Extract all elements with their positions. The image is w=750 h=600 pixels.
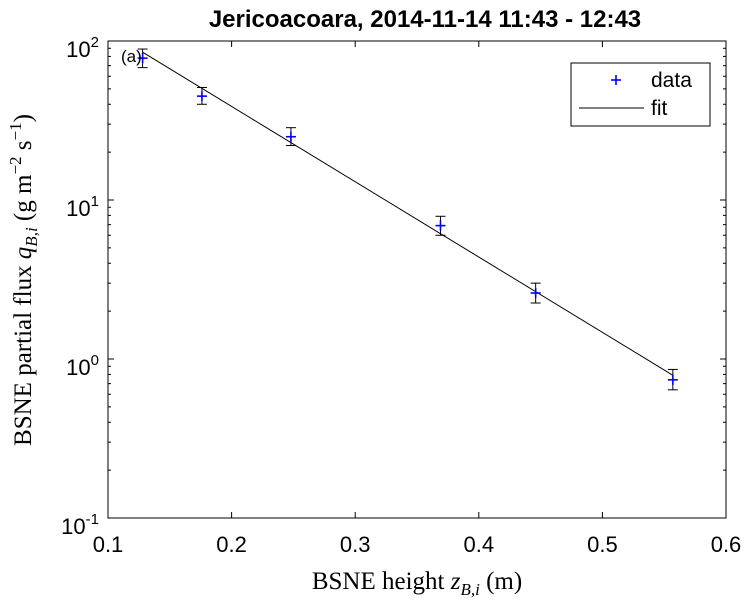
legend: data fit [570,62,711,127]
y-tick-label: 102 [66,34,99,62]
x-tick-label: 0.1 [93,532,124,557]
legend-data-marker [611,75,621,85]
x-axis-label: BSNE height zB,i (m) [312,568,522,599]
y-tick-label: 101 [66,193,99,221]
data-point [435,215,446,236]
legend-data-label: data [651,69,692,92]
data-point [137,48,148,69]
y-tick-label: 100 [66,352,99,380]
y-axis: 10-1 100 101 102 [61,34,726,539]
chart-title: Jericoacoara, 2014-11-14 11:43 - 12:43 [209,6,641,33]
plot-frame [107,40,727,519]
panel-label: (a) [121,47,142,66]
y-axis-label: BSNE partial flux qB,i (g m−2 s−1) [6,114,41,446]
x-tick-label: 0.5 [587,532,618,557]
data-point [285,127,296,147]
data-point [667,368,678,391]
data-point [530,282,541,304]
x-tick-label: 0.4 [464,532,495,557]
x-tick-label: 0.3 [340,532,371,557]
x-tick-label: 0.2 [216,532,247,557]
legend-fit-label: fit [651,97,668,120]
data-points [137,48,678,391]
x-tick-label: 0.6 [711,532,742,557]
data-point [196,86,207,105]
fit-line [142,51,674,376]
x-axis: 0.1 0.2 0.3 0.4 0.5 0.6 [93,41,742,557]
y-tick-label: 10-1 [61,511,99,539]
legend-box [570,62,711,127]
